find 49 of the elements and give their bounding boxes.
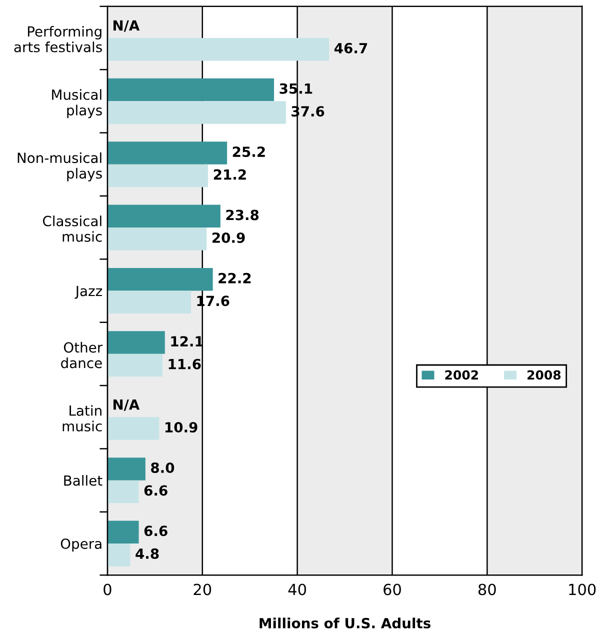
bar: [107, 480, 139, 504]
bar: [107, 101, 286, 124]
data-label: 46.7: [334, 42, 368, 54]
bar: [107, 331, 165, 354]
data-label: 8.0: [151, 462, 174, 473]
data-label: 6.6: [144, 526, 168, 536]
x-tick-label: 0: [104, 584, 112, 596]
data-label: 22.2: [218, 272, 251, 284]
y-tick-label: Non-musical plays: [18, 152, 102, 182]
data-label: 10.9: [166, 422, 198, 433]
data-label: 25.2: [232, 146, 265, 158]
bar: [107, 458, 146, 480]
bar: [107, 268, 213, 291]
bar: [107, 228, 207, 250]
x-tick-label: 40: [288, 584, 306, 596]
bar: [107, 544, 130, 566]
y-tick-label: Musical plays: [52, 89, 102, 118]
data-label: 20.9: [212, 232, 245, 243]
y-tick-label: Latin music: [62, 405, 102, 432]
bar: [107, 290, 191, 314]
bar: [107, 78, 274, 102]
y-tick-label: Other dance: [61, 342, 103, 368]
x-tick-label: 100: [569, 584, 596, 596]
legend-label: 2002: [445, 370, 478, 380]
data-label: 23.8: [226, 210, 259, 220]
x-tick-label: 60: [384, 584, 401, 596]
y-tick-label: Classical music: [42, 216, 102, 242]
bar: [107, 38, 330, 61]
bar: [107, 417, 160, 440]
y-tick-label: Opera: [60, 538, 102, 552]
bar: [107, 142, 228, 164]
x-tick-label: 80: [478, 584, 496, 596]
x-tick-label: 20: [194, 584, 212, 596]
text: N/A: [113, 20, 140, 32]
data-label: 6.6: [144, 485, 168, 496]
x-axis-title: Millions of U.S. Adults: [260, 618, 430, 628]
bar: [107, 164, 208, 188]
bar: [107, 204, 220, 228]
y-tick-label: Ballet: [64, 475, 102, 486]
legend-label: 2008: [528, 370, 561, 380]
data-label: 12.1: [171, 336, 203, 346]
data-label: 21.2: [214, 169, 246, 180]
text: N/A: [113, 399, 140, 411]
bar: [107, 520, 139, 544]
bar: [107, 354, 163, 377]
data-label: 4.8: [136, 548, 159, 559]
y-tick-label: Jazz: [74, 286, 102, 299]
y-tick-label: Performing arts festivals: [14, 26, 102, 52]
data-label: 11.6: [168, 358, 201, 370]
